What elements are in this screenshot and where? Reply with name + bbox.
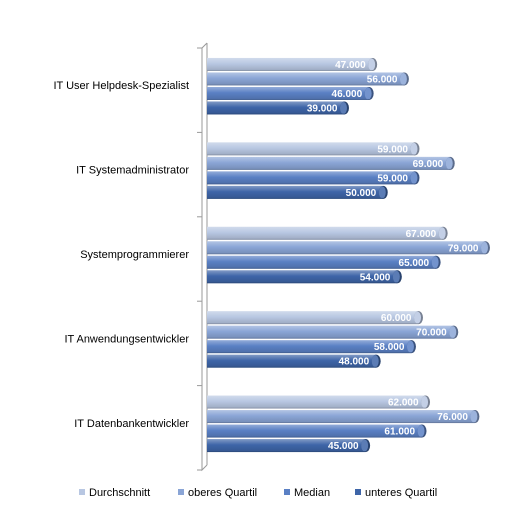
bar: [207, 424, 427, 438]
legend-swatch: [284, 489, 290, 495]
bar: [207, 270, 402, 284]
data-label: 54.000: [360, 272, 391, 283]
bar: [207, 439, 371, 453]
legend-label: oberes Quartil: [188, 487, 257, 499]
data-label: 50.000: [346, 188, 377, 199]
legend-item: unteres Quartil: [355, 487, 437, 499]
data-label: 70.000: [416, 328, 447, 339]
data-label: 45.000: [328, 441, 359, 452]
legend-swatch: [79, 489, 85, 495]
category-label: IT Datenbankentwickler: [74, 418, 189, 430]
legend: Durchschnitt oberes Quartil Median unteres …: [79, 487, 437, 499]
data-label: 69.000: [413, 159, 444, 170]
bar: [207, 354, 381, 368]
category-label: IT Anwendungsentwickler: [64, 333, 189, 345]
legend-item: Durchschnitt: [79, 487, 150, 499]
data-label: 58.000: [374, 342, 405, 353]
data-label: 61.000: [384, 427, 415, 438]
bar: [207, 255, 441, 269]
bar: [207, 226, 448, 240]
bar: [207, 185, 388, 199]
legend-label: Median: [294, 487, 330, 499]
category-axis: [201, 42, 208, 472]
axis-layer: [197, 42, 208, 472]
category-label: IT User Helpdesk-Spezialist: [53, 80, 189, 92]
data-label: 59.000: [377, 144, 408, 155]
category-label: IT Systemadministrator: [76, 165, 189, 177]
data-label: 65.000: [399, 258, 430, 269]
data-label: 46.000: [332, 89, 363, 100]
bar: [207, 395, 431, 409]
data-label: 76.000: [437, 412, 468, 423]
data-label: 62.000: [388, 398, 419, 409]
data-label: 47.000: [335, 60, 366, 71]
data-label: 39.000: [307, 103, 338, 114]
data-label: 60.000: [381, 313, 412, 324]
bar: [207, 410, 480, 424]
bar: [207, 340, 416, 354]
legend-label: unteres Quartil: [365, 487, 437, 499]
data-label: 67.000: [406, 229, 437, 240]
bar: [207, 311, 423, 325]
bar: [207, 86, 374, 100]
bar: [207, 72, 409, 86]
legend-item: Median: [284, 487, 330, 499]
bars-layer: [207, 57, 490, 453]
bar: [207, 171, 420, 185]
bar: [207, 241, 490, 255]
category-label: Systemprogrammierer: [80, 249, 189, 261]
legend-label: Durchschnitt: [89, 487, 150, 499]
bar: [207, 101, 349, 115]
bar: [207, 325, 459, 339]
data-label: 48.000: [339, 357, 370, 368]
bar: [207, 57, 378, 71]
bar: [207, 142, 420, 156]
bar: [207, 156, 455, 170]
data-label: 79.000: [448, 243, 479, 254]
legend-item: oberes Quartil: [178, 487, 257, 499]
legend-swatch: [178, 489, 184, 495]
data-label: 59.000: [377, 173, 408, 184]
data-label: 56.000: [367, 74, 398, 85]
legend-swatch: [355, 489, 361, 495]
